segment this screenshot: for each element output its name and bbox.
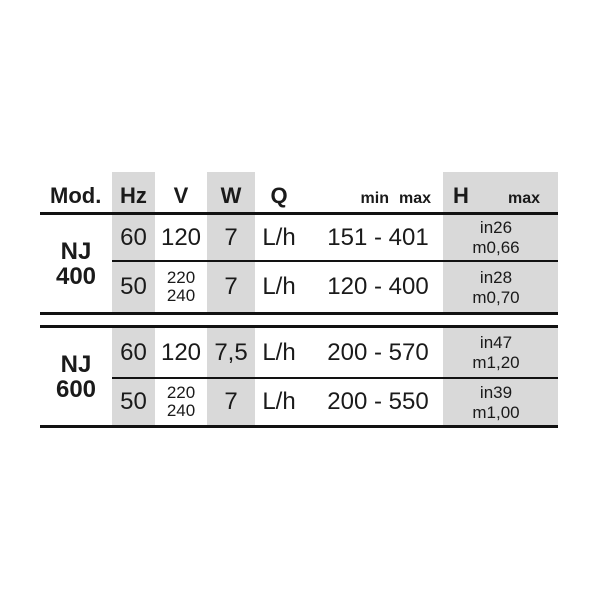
cell-volts: 120 [160, 223, 202, 251]
cell-flow-unit: L/h [262, 338, 296, 366]
cell-flow-unit: L/h [262, 388, 296, 415]
pump-spec-table: Mod. Hz V W Q min max H max NJ 400 60 [40, 172, 558, 428]
table-bottom-rule [40, 425, 558, 428]
cell-watts: 7 [207, 379, 255, 425]
col-header-mod: Mod. [50, 183, 102, 208]
col-header-head: H max [443, 172, 558, 212]
head-line-m: m 0,66 [460, 238, 540, 257]
model-number: 400 [55, 262, 97, 290]
spec-row: 50 220 240 7 L/h 120 - 400 in 28 m [40, 262, 558, 312]
col-header-min: min [360, 190, 389, 207]
head-value: 1,00 [486, 402, 520, 422]
cell-watts: 7,5 [207, 328, 255, 377]
col-header-hmax: max [507, 190, 540, 207]
row-divider [112, 260, 558, 262]
col-header-v: V [173, 183, 189, 208]
head-unit: m [472, 353, 487, 372]
cell-head: in 39 m 1,00 [443, 379, 558, 425]
cell-hz: 50 [112, 379, 155, 425]
cell-volts: 220 240 [155, 379, 207, 425]
cell-hz: 60 [112, 215, 155, 260]
cell-hz: 60 [112, 328, 155, 377]
head-unit: in [479, 218, 494, 237]
col-header-minmax: min max [303, 172, 443, 212]
col-header-q: Q [270, 183, 288, 208]
cell-flow-unit: L/h [262, 223, 296, 251]
cell-flow-range: 200 - 550 [327, 388, 429, 415]
cell-watts: 7 [207, 215, 255, 260]
section-gap [40, 315, 558, 325]
cell-flow-unit: L/h [262, 273, 296, 300]
col-header-max: max [398, 190, 431, 207]
head-line-in: in 26 [468, 218, 533, 237]
head-line-m: m 1,20 [460, 353, 540, 372]
head-unit: m [472, 402, 487, 422]
cell-head: in 47 m 1,20 [443, 328, 558, 377]
cell-flow-range: 120 - 400 [327, 273, 429, 300]
head-value: 39 [493, 382, 513, 402]
head-line-m: m 0,70 [460, 288, 540, 307]
model-name: NJ [60, 237, 92, 265]
cell-head: in 28 m 0,70 [443, 262, 558, 312]
section-bottom-rule [40, 312, 558, 315]
head-value: 26 [493, 218, 513, 237]
head-unit: in [479, 333, 494, 352]
model-label: NJ 400 [40, 215, 112, 312]
col-header-h: H [453, 183, 469, 208]
head-value: 0,70 [486, 287, 520, 307]
header-rule [40, 212, 558, 215]
head-unit: m [472, 287, 487, 307]
section-top-rule [40, 325, 558, 328]
head-line-in: in 39 [468, 383, 533, 402]
head-unit: in [479, 382, 494, 402]
cell-flow-range: 151 - 401 [327, 223, 429, 251]
section-nj-400: NJ 400 60 120 7 L/h 151 - 401 in 26 m [40, 215, 558, 312]
model-label: NJ 600 [40, 328, 112, 425]
model-name: NJ [60, 350, 92, 378]
head-line-m: m 1,00 [460, 403, 540, 422]
head-value: 0,66 [486, 238, 520, 257]
volts-stack: 220 240 [166, 383, 196, 420]
row-divider [112, 377, 558, 379]
head-line-in: in 28 [468, 268, 533, 287]
cell-volts: 120 [160, 338, 202, 366]
head-value: 47 [493, 333, 513, 352]
section-nj-600: NJ 600 60 120 7,5 L/h 200 - 570 in 47 m [40, 328, 558, 425]
col-header-hz: Hz [112, 172, 155, 212]
spec-row: 50 220 240 7 L/h 200 - 550 in 39 m [40, 379, 558, 425]
cell-head: in 26 m 0,66 [443, 215, 558, 260]
head-unit: m [472, 238, 487, 257]
cell-volts: 220 240 [155, 262, 207, 312]
cell-watts: 7 [207, 262, 255, 312]
col-header-w: W [207, 172, 255, 212]
volts-stack: 220 240 [166, 268, 196, 305]
model-number: 600 [55, 375, 97, 403]
head-value: 28 [493, 267, 513, 287]
spec-row: 60 120 7 L/h 151 - 401 in 26 m 0,66 [40, 215, 558, 260]
head-value: 1,20 [486, 353, 520, 372]
table-header-row: Mod. Hz V W Q min max H max [40, 172, 558, 212]
cell-hz: 50 [112, 262, 155, 312]
spec-row: 60 120 7,5 L/h 200 - 570 in 47 m 1,20 [40, 328, 558, 377]
head-line-in: in 47 [468, 333, 533, 352]
head-unit: in [479, 267, 494, 287]
cell-flow-range: 200 - 570 [327, 338, 429, 366]
